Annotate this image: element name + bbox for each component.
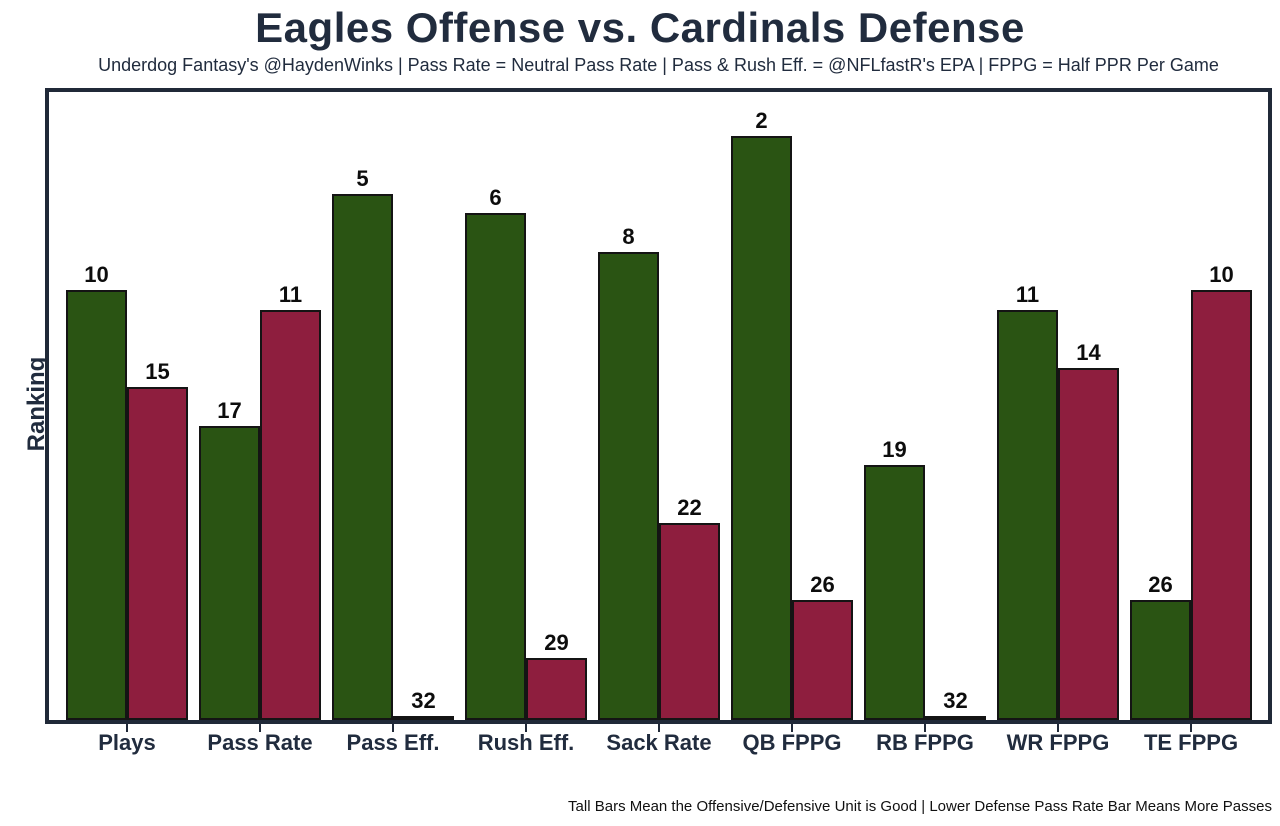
bar-value-label: 32	[411, 688, 436, 713]
bar-value-label: 26	[1148, 572, 1173, 597]
bar-offense-qb-fppg	[731, 136, 792, 720]
chart-subtitle: Underdog Fantasy's @HaydenWinks | Pass R…	[98, 55, 1219, 75]
bar-offense-pass-rate	[199, 426, 260, 720]
bar-offense-sack-rate	[598, 252, 659, 720]
x-axis-tick	[126, 724, 128, 732]
x-axis-label-pass-eff-: Pass Eff.	[346, 730, 440, 755]
bar-value-label: 26	[810, 572, 835, 597]
bar-defense-rush-eff-	[526, 658, 587, 720]
x-axis-label-pass-rate: Pass Rate	[207, 730, 313, 755]
bar-offense-plays	[66, 290, 127, 720]
x-axis-tick	[791, 724, 793, 732]
bar-value-label: 5	[356, 166, 369, 191]
x-axis-tick	[259, 724, 261, 732]
bar-value-label: 15	[145, 359, 170, 384]
chart-title: Eagles Offense vs. Cardinals Defense	[255, 4, 1025, 51]
x-axis-tick	[1190, 724, 1192, 732]
bar-value-label: 6	[489, 185, 502, 210]
bar-value-label: 2	[755, 108, 768, 133]
bar-value-label: 19	[882, 437, 907, 462]
x-axis-tick	[1057, 724, 1059, 732]
bar-defense-rb-fppg	[925, 716, 986, 720]
bar-defense-sack-rate	[659, 523, 720, 720]
x-axis-label-plays: Plays	[98, 730, 156, 755]
bar-offense-pass-eff-	[332, 194, 393, 720]
x-axis-tick	[658, 724, 660, 732]
x-axis-label-rush-eff-: Rush Eff.	[477, 730, 575, 755]
bar-defense-pass-eff-	[393, 716, 454, 720]
bar-value-label: 29	[544, 630, 569, 655]
x-axis-label-rb-fppg: RB FPPG	[876, 730, 974, 755]
plot-area: 10 15 17 11 5 32 6 29 8 22 2 26 19 32 11 14 26 10	[45, 88, 1272, 724]
bar-offense-wr-fppg	[997, 310, 1058, 720]
bar-offense-rush-eff-	[465, 213, 526, 720]
bar-value-label: 14	[1076, 340, 1101, 365]
bar-defense-wr-fppg	[1058, 368, 1119, 720]
bar-value-label: 32	[943, 688, 968, 713]
bar-value-label: 8	[622, 224, 635, 249]
x-axis-label-te-fppg: TE FPPG	[1143, 730, 1239, 755]
x-axis-tick	[924, 724, 926, 732]
bar-value-label: 10	[84, 262, 109, 287]
bar-offense-rb-fppg	[864, 465, 925, 720]
x-axis-label-sack-rate: Sack Rate	[606, 730, 712, 755]
bar-value-label: 17	[217, 398, 242, 423]
chart-footnote: Tall Bars Mean the Offensive/Defensive U…	[568, 798, 1272, 815]
bar-defense-te-fppg	[1191, 290, 1252, 720]
bar-value-label: 22	[677, 495, 702, 520]
bar-value-label: 11	[278, 282, 303, 307]
bar-defense-pass-rate	[260, 310, 321, 720]
x-axis-tick	[525, 724, 527, 732]
bar-value-label: 10	[1209, 262, 1234, 287]
bar-offense-te-fppg	[1130, 600, 1191, 720]
x-axis-label-qb-fppg: QB FPPG	[742, 730, 842, 755]
bar-value-label: 11	[1015, 282, 1040, 307]
x-axis-label-wr-fppg: WR FPPG	[1006, 730, 1110, 755]
x-axis-tick	[392, 724, 394, 732]
bar-defense-plays	[127, 387, 188, 720]
bar-defense-qb-fppg	[792, 600, 853, 720]
